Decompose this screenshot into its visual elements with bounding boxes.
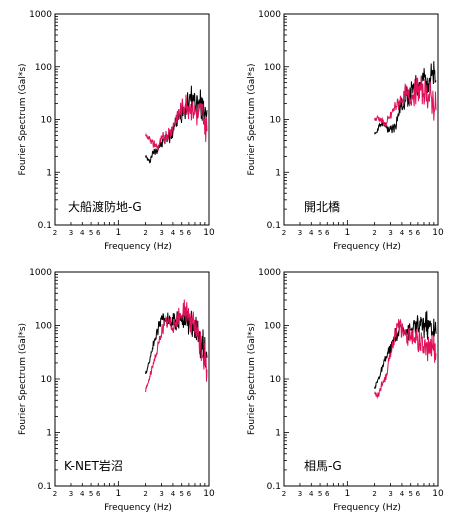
y-tick-label: 1 bbox=[275, 168, 281, 178]
y-tick-label: 1 bbox=[46, 168, 52, 178]
x-tick-label: 6 bbox=[96, 229, 101, 237]
x-tick-label: 4 bbox=[80, 229, 85, 237]
series-line-2 bbox=[374, 318, 437, 400]
y-tick-label: 1 bbox=[46, 429, 52, 439]
y-tick-label: 0.1 bbox=[267, 221, 281, 231]
x-axis-label: Frequency (Hz) bbox=[104, 242, 172, 252]
station-label: 相馬-G bbox=[304, 459, 342, 473]
y-tick-label: 0.1 bbox=[38, 221, 52, 231]
x-axis-label: Frequency (Hz) bbox=[333, 503, 401, 513]
series-line-2 bbox=[145, 94, 208, 151]
y-tick-label: 10 bbox=[270, 375, 282, 385]
x-tick-label: 6 bbox=[325, 490, 330, 498]
series-line-2 bbox=[374, 75, 437, 128]
x-tick-label: 3 bbox=[388, 229, 392, 237]
x-tick-label: 6 bbox=[187, 229, 192, 237]
x-tick-label: 10 bbox=[432, 228, 444, 238]
series-line-1 bbox=[145, 309, 208, 374]
x-tick-label: 5 bbox=[89, 229, 93, 237]
x-tick-label: 2 bbox=[143, 490, 147, 498]
plot-frame bbox=[283, 13, 439, 226]
x-tick-label: 3 bbox=[298, 490, 302, 498]
y-tick-label: 1000 bbox=[29, 10, 52, 20]
x-tick-label: 1 bbox=[344, 489, 350, 499]
station-label: 開北橋 bbox=[304, 200, 340, 214]
x-tick-label: 10 bbox=[432, 489, 444, 499]
y-axis-label: Fourier Spectrum (Gal*s) bbox=[18, 323, 28, 435]
x-tick-label: 6 bbox=[416, 490, 421, 498]
x-tick-label: 3 bbox=[298, 229, 302, 237]
x-axis-label: Frequency (Hz) bbox=[104, 503, 172, 513]
x-tick-label: 2 bbox=[372, 490, 376, 498]
x-tick-label: 6 bbox=[416, 229, 421, 237]
series-line-1 bbox=[145, 85, 208, 164]
x-tick-label: 4 bbox=[400, 490, 405, 498]
y-tick-label: 1 bbox=[275, 429, 281, 439]
y-tick-label: 1000 bbox=[29, 268, 52, 278]
x-tick-label: 5 bbox=[318, 229, 322, 237]
x-tick-label: 4 bbox=[171, 229, 176, 237]
plot-frame bbox=[54, 271, 210, 487]
x-tick-label: 2 bbox=[53, 229, 57, 237]
x-tick-label: 1 bbox=[115, 228, 121, 238]
x-tick-label: 5 bbox=[318, 490, 322, 498]
y-axis-label: Fourier Spectrum (Gal*s) bbox=[18, 63, 28, 175]
x-tick-label: 5 bbox=[408, 490, 412, 498]
y-tick-label: 10 bbox=[41, 375, 53, 385]
plot-frame bbox=[54, 13, 210, 226]
y-axis-label: Fourier Spectrum (Gal*s) bbox=[247, 323, 257, 435]
x-tick-label: 5 bbox=[179, 229, 183, 237]
x-tick-label: 4 bbox=[400, 229, 405, 237]
x-tick-label: 2 bbox=[282, 229, 286, 237]
y-tick-label: 0.1 bbox=[267, 482, 281, 492]
x-tick-label: 6 bbox=[325, 229, 330, 237]
x-tick-label: 3 bbox=[69, 229, 73, 237]
x-tick-label: 1 bbox=[344, 228, 350, 238]
x-tick-label: 2 bbox=[372, 229, 376, 237]
y-tick-label: 10 bbox=[270, 116, 282, 126]
y-tick-label: 100 bbox=[264, 63, 281, 73]
x-tick-label: 3 bbox=[69, 490, 73, 498]
y-axis-label: Fourier Spectrum (Gal*s) bbox=[247, 63, 257, 175]
plot-frame bbox=[283, 271, 439, 487]
x-tick-label: 3 bbox=[159, 490, 163, 498]
y-tick-label: 1000 bbox=[258, 268, 281, 278]
x-tick-label: 2 bbox=[53, 490, 57, 498]
x-tick-label: 4 bbox=[171, 490, 176, 498]
x-tick-label: 2 bbox=[143, 229, 147, 237]
y-tick-label: 100 bbox=[264, 322, 281, 332]
x-tick-label: 2 bbox=[282, 490, 286, 498]
x-tick-label: 6 bbox=[187, 490, 192, 498]
x-tick-label: 10 bbox=[203, 489, 215, 499]
x-tick-label: 10 bbox=[203, 228, 215, 238]
x-tick-label: 1 bbox=[115, 489, 121, 499]
y-tick-label: 100 bbox=[35, 322, 52, 332]
series-line-1 bbox=[374, 310, 437, 389]
x-tick-label: 4 bbox=[80, 490, 85, 498]
y-tick-label: 1000 bbox=[258, 10, 281, 20]
x-tick-label: 5 bbox=[89, 490, 93, 498]
x-tick-label: 3 bbox=[159, 229, 163, 237]
x-tick-label: 5 bbox=[179, 490, 183, 498]
y-tick-label: 100 bbox=[35, 63, 52, 73]
x-tick-label: 6 bbox=[96, 490, 101, 498]
series-line-2 bbox=[145, 299, 208, 393]
x-tick-label: 3 bbox=[388, 490, 392, 498]
x-tick-label: 4 bbox=[309, 490, 314, 498]
station-label: 大船渡防地-G bbox=[68, 199, 142, 214]
y-tick-label: 0.1 bbox=[38, 482, 52, 492]
y-tick-label: 10 bbox=[41, 116, 53, 126]
station-label: K-NET岩沼 bbox=[64, 458, 123, 473]
x-axis-label: Frequency (Hz) bbox=[333, 242, 401, 252]
x-tick-label: 4 bbox=[309, 229, 314, 237]
x-tick-label: 5 bbox=[408, 229, 412, 237]
